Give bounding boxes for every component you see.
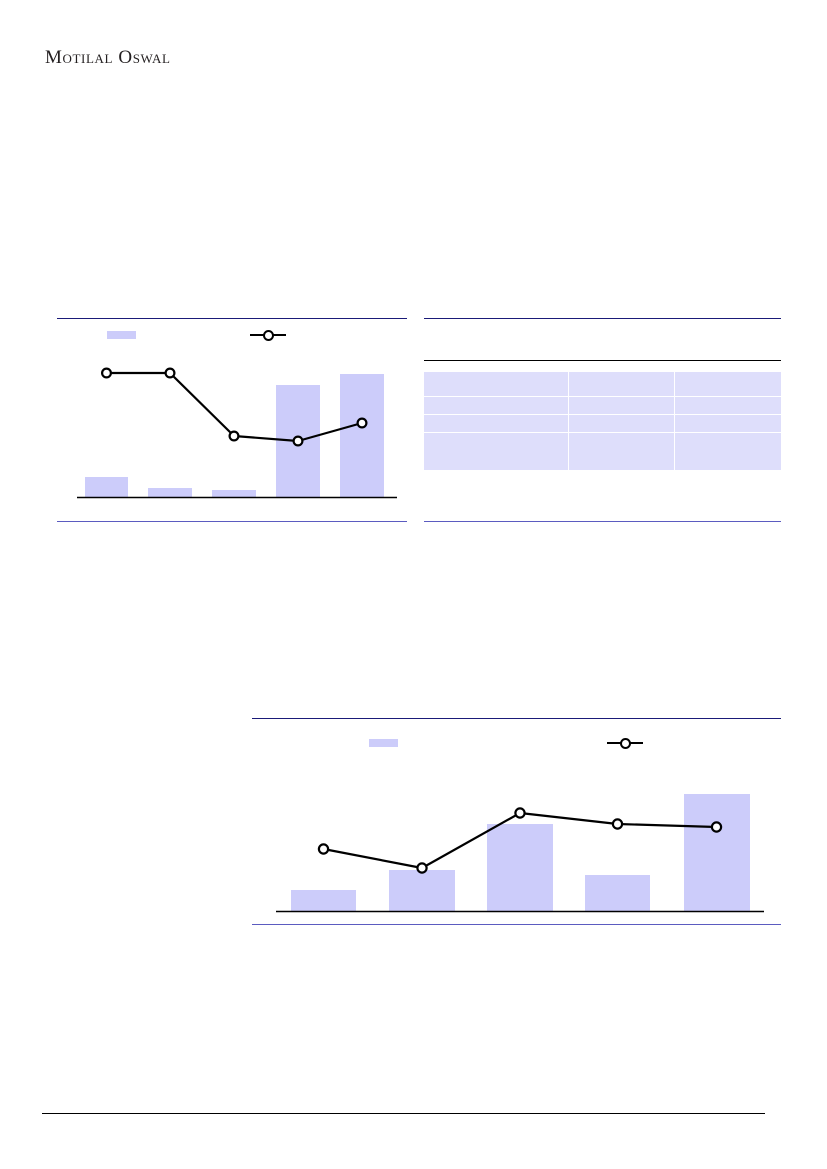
exhibit-2-legend-bar bbox=[369, 735, 403, 751]
line-marker-5 bbox=[356, 417, 368, 429]
bar-3 bbox=[487, 824, 553, 911]
exhibit-2-plot bbox=[252, 756, 781, 916]
exhibit-1-bars bbox=[85, 374, 384, 497]
exhibit-1-legend-line bbox=[250, 327, 291, 343]
line-marker-4 bbox=[611, 818, 624, 830]
exhibit-1-bottom-rule bbox=[57, 521, 407, 522]
footer-rule bbox=[42, 1113, 765, 1114]
exhibit-1-svg bbox=[77, 367, 397, 499]
bar-1 bbox=[291, 890, 356, 911]
table-cell bbox=[569, 372, 675, 397]
exhibit-1-plot bbox=[57, 348, 407, 503]
exhibit-2-legend bbox=[252, 735, 781, 751]
line-marker-5 bbox=[710, 821, 723, 833]
table-cell bbox=[569, 415, 675, 433]
table-cell bbox=[424, 397, 569, 415]
table-1-header-rule bbox=[424, 360, 781, 361]
line-marker-3 bbox=[514, 807, 526, 819]
table-cell bbox=[675, 415, 781, 433]
bar-5 bbox=[684, 794, 750, 911]
exhibit-2-bars bbox=[291, 794, 750, 911]
line-marker-1 bbox=[100, 367, 112, 379]
table-1-header-row bbox=[424, 344, 781, 358]
line-marker-1 bbox=[317, 843, 330, 855]
table-cell bbox=[424, 372, 569, 397]
table-1-top-rule bbox=[424, 318, 781, 319]
table-cell bbox=[675, 433, 781, 470]
legend-line-marker-icon bbox=[250, 330, 286, 341]
table-cell bbox=[675, 397, 781, 415]
exhibit-2-panel bbox=[252, 718, 781, 925]
table-cell bbox=[675, 372, 781, 397]
line-marker-2 bbox=[416, 862, 428, 874]
table-cell bbox=[424, 415, 569, 433]
table-1-header-col-3 bbox=[675, 344, 781, 348]
table-cell bbox=[569, 397, 675, 415]
bar-3 bbox=[212, 490, 256, 497]
exhibit-2-legend-line bbox=[607, 735, 648, 751]
table-1-body bbox=[424, 372, 781, 470]
exhibit-2-top-rule bbox=[252, 718, 781, 719]
line-marker-3 bbox=[228, 430, 240, 442]
table-1-bottom-rule bbox=[424, 521, 781, 522]
legend-line-marker-icon bbox=[607, 738, 643, 749]
exhibit-2-bottom-rule bbox=[252, 924, 781, 925]
bar-1 bbox=[85, 477, 128, 497]
brand-logo: Motilal Oswal bbox=[45, 44, 365, 70]
legend-bar-swatch bbox=[369, 739, 398, 747]
exhibit-1-legend-bar bbox=[107, 327, 141, 343]
exhibit-1-line-markers bbox=[100, 367, 368, 447]
legend-bar-swatch bbox=[107, 331, 136, 339]
bar-2 bbox=[389, 870, 455, 911]
table-cell bbox=[424, 433, 569, 470]
exhibit-1-top-rule bbox=[57, 318, 407, 319]
exhibit-1-panel bbox=[57, 318, 407, 522]
table-1-panel bbox=[424, 318, 781, 522]
bar-2 bbox=[148, 488, 192, 497]
exhibit-1-legend bbox=[57, 327, 407, 343]
line-marker-4 bbox=[292, 435, 304, 447]
line-marker-2 bbox=[164, 367, 176, 379]
exhibit-2-svg bbox=[276, 794, 764, 913]
bar-5 bbox=[340, 374, 384, 497]
brand-wordmark: Motilal Oswal bbox=[45, 46, 171, 68]
bar-4 bbox=[585, 875, 650, 911]
exhibit-2-line-markers bbox=[317, 807, 723, 874]
table-cell bbox=[569, 433, 675, 470]
table-1-header-col-1 bbox=[424, 344, 569, 348]
table-1-header-col-2 bbox=[569, 344, 675, 348]
